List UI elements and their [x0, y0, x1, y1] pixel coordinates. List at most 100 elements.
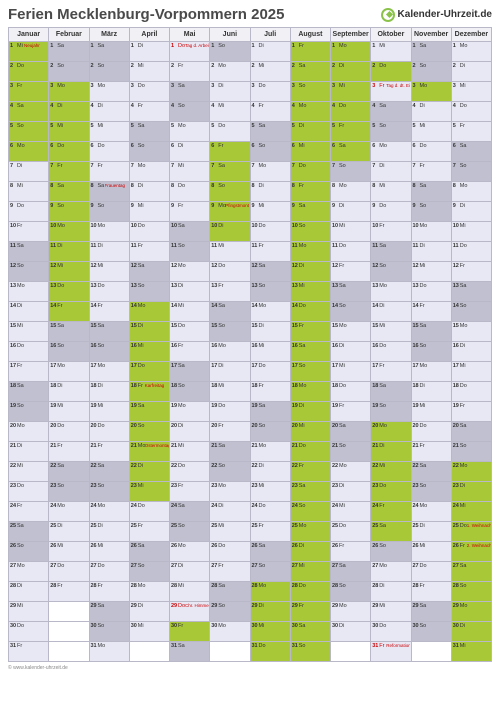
day-abbr: Di: [218, 83, 223, 89]
day-number: 13: [252, 283, 258, 289]
calendar-cell: 21Do: [290, 442, 330, 462]
day-abbr: Do: [98, 143, 105, 149]
calendar-cell: 17Sa: [170, 362, 210, 382]
calendar-cell: 22So: [210, 462, 250, 482]
calendar-cell: 11Do: [451, 242, 491, 262]
day-number: 22: [332, 463, 338, 469]
calendar-cell: 31Do: [250, 642, 290, 662]
day-abbr: So: [178, 103, 185, 109]
day-abbr: Mo: [98, 363, 106, 369]
calendar-cell: 6So: [250, 142, 290, 162]
day-abbr: Do: [138, 363, 145, 369]
calendar-cell: 15Mi: [9, 322, 49, 342]
calendar-cell: 4Di: [411, 102, 451, 122]
calendar-cell: 28Di: [9, 582, 49, 602]
day-number: 26: [332, 543, 338, 549]
calendar-cell: 15Mo: [331, 322, 371, 342]
day-abbr: So: [138, 423, 145, 429]
day-number: 13: [372, 283, 378, 289]
calendar-cell: 6Do: [89, 142, 129, 162]
calendar-cell: 9So: [411, 202, 451, 222]
day-number: 12: [252, 263, 258, 269]
day-abbr: Sa: [420, 463, 427, 469]
calendar-cell: 26So: [371, 542, 411, 562]
calendar-cell: 1So: [210, 42, 250, 62]
day-number: 21: [50, 443, 56, 449]
day-number: 12: [131, 263, 137, 269]
day-number: 21: [252, 443, 258, 449]
day-abbr: Mi: [138, 203, 144, 209]
calendar-cell: 15Do: [170, 322, 210, 342]
day-abbr: Mi: [339, 363, 345, 369]
day-number: 1: [91, 43, 94, 49]
day-abbr: Mo: [460, 323, 468, 329]
day-abbr: Di: [460, 623, 465, 629]
day-abbr: Di: [339, 63, 344, 69]
day-abbr: Do: [178, 43, 185, 49]
day-abbr: Mi: [420, 543, 426, 549]
day-abbr: Mi: [218, 243, 224, 249]
clock-icon: [381, 8, 395, 22]
day-abbr: Mi: [98, 263, 104, 269]
day-number: 14: [211, 303, 217, 309]
day-abbr: Mo: [57, 83, 65, 89]
day-number: 5: [252, 123, 255, 129]
calendar-cell: 9Mi: [250, 202, 290, 222]
calendar-cell: 12Di: [290, 262, 330, 282]
calendar-cell: 6Mo: [9, 142, 49, 162]
day-number: 23: [252, 483, 258, 489]
day-abbr: Mo: [259, 303, 267, 309]
day-abbr: Sa: [420, 43, 427, 49]
day-number: 3: [372, 83, 375, 89]
day-number: 3: [413, 83, 416, 89]
calendar-cell: 16Mo: [210, 342, 250, 362]
day-number: 10: [131, 223, 137, 229]
day-number: 27: [413, 563, 419, 569]
day-abbr: Mo: [339, 603, 347, 609]
day-number: 14: [10, 303, 16, 309]
calendar-cell: 27Do: [89, 562, 129, 582]
day-number: 14: [332, 303, 338, 309]
day-abbr: Di: [259, 183, 264, 189]
day-number: 14: [372, 303, 378, 309]
month-header: Oktober: [371, 28, 411, 42]
day-abbr: Di: [299, 123, 304, 129]
day-abbr: Sa: [138, 403, 145, 409]
day-number: 30: [211, 623, 217, 629]
day-abbr: So: [17, 263, 24, 269]
day-abbr: So: [420, 63, 427, 69]
calendar-cell: 6Do: [49, 142, 89, 162]
calendar-cell: 2Mi: [250, 62, 290, 82]
calendar-cell: 10Mo: [49, 222, 89, 242]
day-abbr: Do: [379, 483, 386, 489]
day-abbr: Mo: [460, 43, 468, 49]
day-abbr: Mo: [57, 363, 65, 369]
day-abbr: Mi: [98, 403, 104, 409]
calendar-cell: 8So: [210, 182, 250, 202]
calendar-cell: 6Di: [170, 142, 210, 162]
holiday-label: Reformationstag: [386, 643, 410, 648]
day-abbr: Sa: [460, 143, 467, 149]
calendar-cell: 26Do: [210, 542, 250, 562]
day-number: 26: [91, 543, 97, 549]
day-number: 12: [453, 263, 459, 269]
day-abbr: Mi: [98, 123, 104, 129]
calendar-cell: 12Mi: [89, 262, 129, 282]
calendar-cell: 1Mi: [371, 42, 411, 62]
day-number: 25: [453, 523, 459, 529]
day-number: 7: [91, 163, 94, 169]
calendar-cell: 26Mi: [411, 542, 451, 562]
day-abbr: Mo: [218, 63, 226, 69]
day-number: 1: [453, 43, 456, 49]
day-abbr: Sa: [138, 123, 145, 129]
footer-text: © www.kalender-uhrzeit.de: [8, 665, 492, 671]
calendar-cell: 9Fr: [170, 202, 210, 222]
calendar-cell: 12Fr: [451, 262, 491, 282]
day-number: 23: [292, 483, 298, 489]
calendar-cell: 3Mo: [411, 82, 451, 102]
day-number: 3: [91, 83, 94, 89]
day-abbr: Di: [138, 463, 143, 469]
month-header: Mai: [170, 28, 210, 42]
day-abbr: Mo: [379, 423, 387, 429]
day-number: 29: [372, 603, 378, 609]
